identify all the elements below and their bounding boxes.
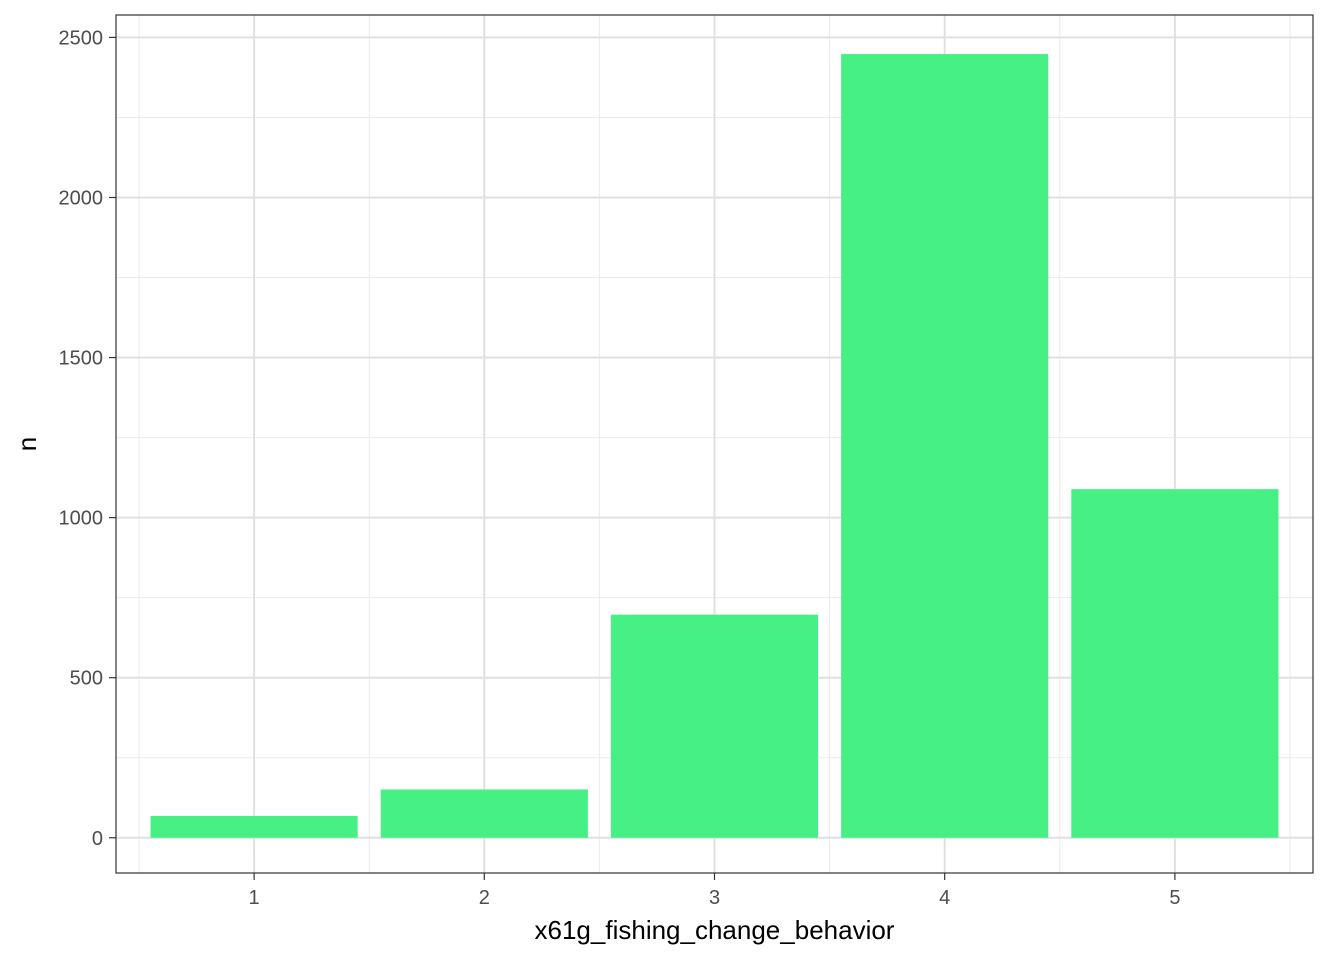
x-tick-label: 5 xyxy=(1169,887,1180,909)
bar-2 xyxy=(380,789,588,838)
axis-ticks xyxy=(109,36,1176,880)
bar-4 xyxy=(841,54,1049,838)
y-tick-label: 1500 xyxy=(59,348,104,370)
bars xyxy=(150,54,1279,838)
y-tick-label: 0 xyxy=(92,828,103,850)
x-tick-label: 1 xyxy=(249,887,260,909)
x-tick-label: 3 xyxy=(709,887,720,909)
y-tick-label: 1000 xyxy=(59,508,104,530)
bar-1 xyxy=(150,816,358,838)
y-tick-label: 2000 xyxy=(59,187,104,209)
x-axis-title: x61g_fishing_change_behavior xyxy=(535,915,895,945)
y-tick-label: 500 xyxy=(70,668,103,690)
x-tick-label: 2 xyxy=(479,887,490,909)
tick-labels: 0 500 1000 1500 2000 2500 1 2 3 4 5 xyxy=(59,27,1181,909)
x-tick-label: 4 xyxy=(939,887,950,909)
y-axis-title: n xyxy=(12,437,42,451)
bar-3 xyxy=(610,614,819,838)
y-tick-label: 2500 xyxy=(59,27,104,49)
bar-5 xyxy=(1071,489,1279,838)
